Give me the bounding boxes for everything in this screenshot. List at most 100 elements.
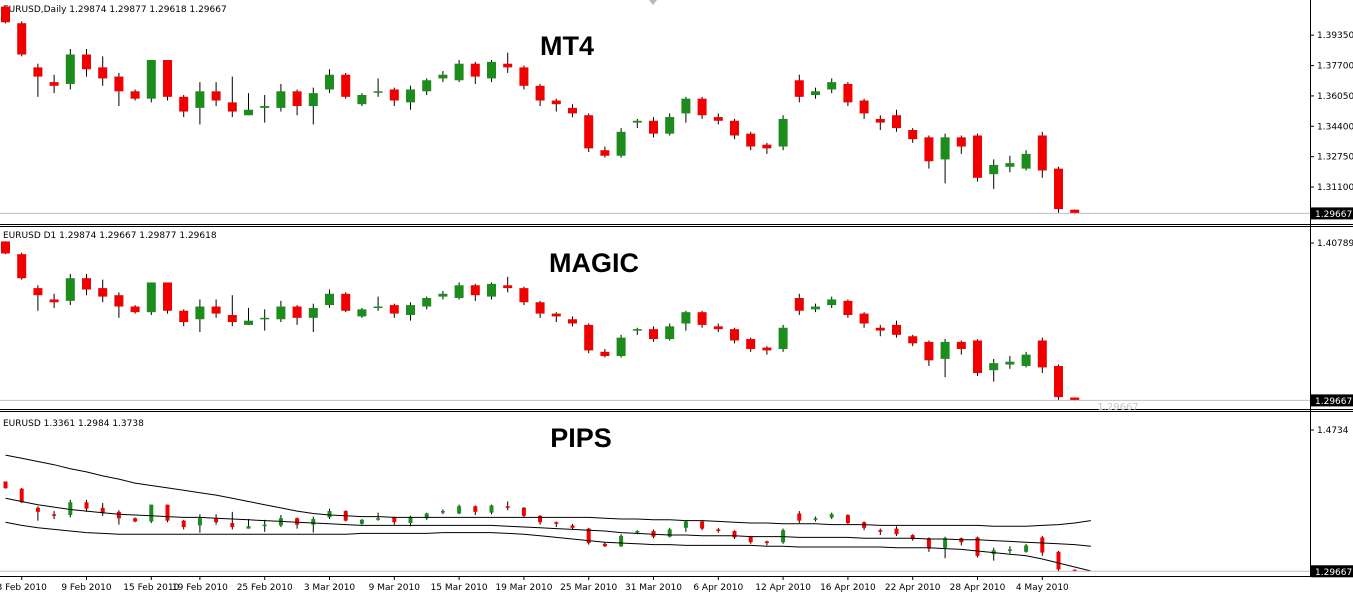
bear-candle <box>341 293 351 311</box>
bull-candle <box>373 306 383 309</box>
bear-candle <box>956 137 966 147</box>
bear-candle <box>130 91 140 99</box>
bull-candle <box>454 63 464 81</box>
x-tick-label: 28 Apr 2010 <box>950 583 1006 593</box>
bear-candle <box>700 521 705 529</box>
bear-candle <box>859 100 869 114</box>
bear-candle <box>894 528 899 535</box>
bull-candle <box>616 337 626 357</box>
bear-candle <box>794 298 804 311</box>
bull-candle <box>989 164 999 175</box>
bear-candle <box>568 319 577 324</box>
chart-shift-marker-icon[interactable] <box>649 0 657 5</box>
bull-candle <box>1024 545 1029 552</box>
bear-candle <box>730 329 739 341</box>
bear-candle <box>878 530 883 532</box>
bear-candle <box>519 288 529 303</box>
bear-candle <box>211 91 221 101</box>
bear-candle <box>600 351 610 357</box>
bull-candle <box>422 80 432 92</box>
bear-candle <box>1072 569 1077 572</box>
bull-candle <box>197 518 202 526</box>
bear-candle <box>1056 551 1061 570</box>
y-tick-label: 1.39350 <box>1317 31 1353 41</box>
bull-candle <box>146 282 156 313</box>
bear-candle <box>794 80 804 97</box>
bull-candle <box>438 293 448 297</box>
bear-candle <box>535 85 545 101</box>
bull-candle <box>487 283 496 297</box>
bull-candle <box>827 82 837 90</box>
bull-candle <box>359 519 364 524</box>
bull-candle <box>665 117 675 134</box>
last-price-label: 1.29667 <box>1315 568 1352 578</box>
bear-candle <box>845 515 850 524</box>
bull-candle <box>681 312 691 324</box>
bear-candle <box>49 82 59 86</box>
x-tick-label: 9 Feb 2010 <box>61 583 112 593</box>
x-tick-label: 25 Feb 2010 <box>237 583 293 593</box>
x-tick-label: 4 May 2010 <box>1016 583 1069 593</box>
bear-candle <box>98 67 108 79</box>
bear-candle <box>470 285 480 296</box>
bull-candle <box>308 307 318 318</box>
pane2-header: EURUSD D1 1.29874 1.29667 1.29877 1.2961… <box>3 231 217 241</box>
bull-candle <box>940 341 950 359</box>
bull-candle <box>1021 153 1031 169</box>
bear-candle <box>52 514 57 516</box>
bull-candle <box>68 502 73 516</box>
x-tick-label: 9 Mar 2010 <box>369 583 421 593</box>
bear-candle <box>584 324 594 351</box>
bull-candle <box>262 524 267 527</box>
bull-candle <box>778 118 788 147</box>
x-tick-label: 15 Feb 2010 <box>123 583 179 593</box>
bear-candle <box>473 506 478 512</box>
bear-candle <box>875 327 885 331</box>
bull-candle <box>308 93 318 107</box>
bear-candle <box>100 507 105 513</box>
bear-candle <box>924 137 934 162</box>
bull-candle <box>244 109 253 116</box>
bear-candle <box>214 518 219 523</box>
bear-candle <box>179 310 189 323</box>
bear-candle <box>584 115 594 149</box>
bull-candle <box>327 511 332 518</box>
bear-candle <box>973 135 982 178</box>
bull-candle <box>632 120 642 123</box>
bear-candle <box>1 6 10 23</box>
bear-candle <box>84 502 89 509</box>
band-middle-line <box>5 497 1091 547</box>
bear-candle <box>554 522 559 524</box>
bear-candle <box>341 74 351 97</box>
bear-candle <box>746 339 756 349</box>
bull-candle <box>811 306 820 310</box>
bear-candle <box>762 347 772 351</box>
x-tick-label: 19 Mar 2010 <box>495 583 552 593</box>
bull-candle <box>65 54 75 84</box>
last-price-label: 1.29667 <box>1315 397 1352 407</box>
bear-candle <box>33 288 43 296</box>
x-tick-label: 3 Feb 2010 <box>0 583 47 593</box>
bear-candle <box>892 115 901 129</box>
bear-candle <box>114 76 124 92</box>
pane3-header: EURUSD 1.3361 1.2984 1.3738 <box>3 419 144 429</box>
bear-candle <box>1054 168 1063 210</box>
bull-candle <box>276 91 286 108</box>
bull-candle <box>195 91 205 108</box>
bear-candle <box>926 538 931 549</box>
bear-candle <box>1 241 10 254</box>
bear-candle <box>35 507 40 512</box>
bull-candle <box>1007 549 1012 552</box>
bear-candle <box>503 285 513 289</box>
band-lower-line <box>5 521 1092 572</box>
bear-candle <box>1054 365 1063 398</box>
bear-candle <box>227 315 237 323</box>
y-tick-label: 1.4734 <box>1317 426 1349 436</box>
bear-candle <box>3 481 8 489</box>
bear-candle <box>924 341 934 361</box>
bull-candle <box>989 363 999 371</box>
bear-candle <box>843 83 853 103</box>
bear-candle <box>649 120 658 134</box>
